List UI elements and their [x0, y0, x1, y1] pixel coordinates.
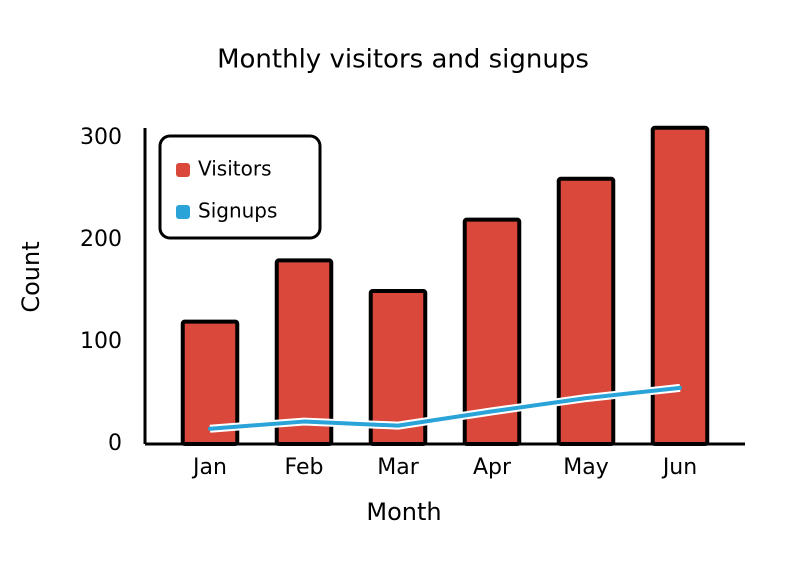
plot-area: [180, 125, 710, 447]
legend: Visitors Signups: [158, 134, 322, 240]
x-tick-label: Jun: [661, 455, 697, 480]
chart-title: Monthly visitors and signups: [217, 45, 589, 75]
bar: [274, 258, 334, 446]
y-tick-label: 0: [108, 431, 122, 456]
line: [208, 385, 682, 431]
x-tick-label: May: [563, 455, 608, 480]
x-tick-label: Mar: [377, 455, 419, 480]
x-axis-label: Month: [366, 498, 441, 526]
y-tick-label: 100: [80, 329, 122, 354]
legend-box: [158, 134, 322, 240]
y-tick-label: 200: [80, 227, 122, 252]
legend-label: Signups: [198, 199, 277, 223]
bar: [650, 125, 710, 447]
legend-swatch: [176, 163, 190, 177]
x-tick-label: Feb: [285, 455, 324, 480]
legend-swatch: [176, 205, 190, 219]
x-tick-label: Jan: [191, 455, 227, 480]
y-tick-label: 300: [80, 125, 122, 150]
x-tick-label: Apr: [473, 455, 512, 480]
legend-label: Visitors: [198, 157, 272, 181]
y-axis-label: Count: [17, 241, 45, 312]
